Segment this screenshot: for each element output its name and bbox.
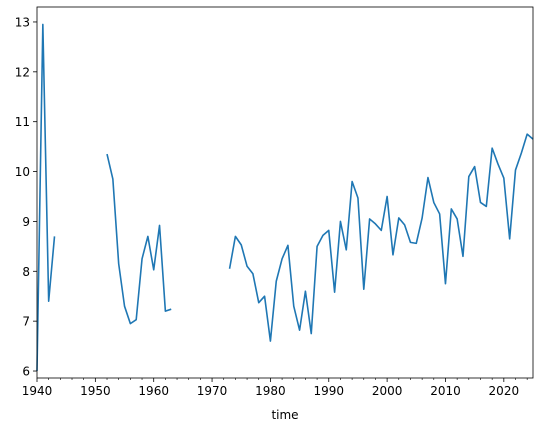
- x-axis-label: time: [271, 408, 298, 422]
- y-tick-label: 12: [15, 65, 30, 79]
- y-tick-label: 9: [22, 215, 30, 229]
- x-tick-label: 1980: [255, 384, 286, 398]
- x-tick-label: 1960: [138, 384, 169, 398]
- series-line-segment: [228, 133, 534, 342]
- plot-area-frame: [36, 6, 534, 379]
- x-axis-ticks: 1940 1950 1960 1970 1980 1990 2000 2010 2020: [22, 378, 528, 398]
- y-tick-label: 11: [15, 115, 30, 129]
- y-tick-label: 13: [15, 15, 30, 29]
- series-lines: [36, 23, 534, 372]
- x-tick-label: 2020: [489, 384, 520, 398]
- x-tick-label: 1950: [80, 384, 111, 398]
- y-tick-label: 8: [22, 265, 30, 279]
- y-axis-ticks: 6 7 8 9 10 11 12 13: [15, 15, 37, 379]
- series-line-segment: [36, 23, 56, 372]
- x-tick-label: 1970: [197, 384, 228, 398]
- y-tick-label: 6: [22, 365, 30, 379]
- x-tick-label: 1940: [22, 384, 53, 398]
- y-tick-label: 7: [22, 315, 30, 329]
- x-tick-label: 2000: [372, 384, 403, 398]
- x-tick-label: 2010: [430, 384, 461, 398]
- x-tick-label: 1990: [313, 384, 344, 398]
- y-tick-label: 10: [15, 165, 30, 179]
- series-line-segment: [106, 153, 172, 325]
